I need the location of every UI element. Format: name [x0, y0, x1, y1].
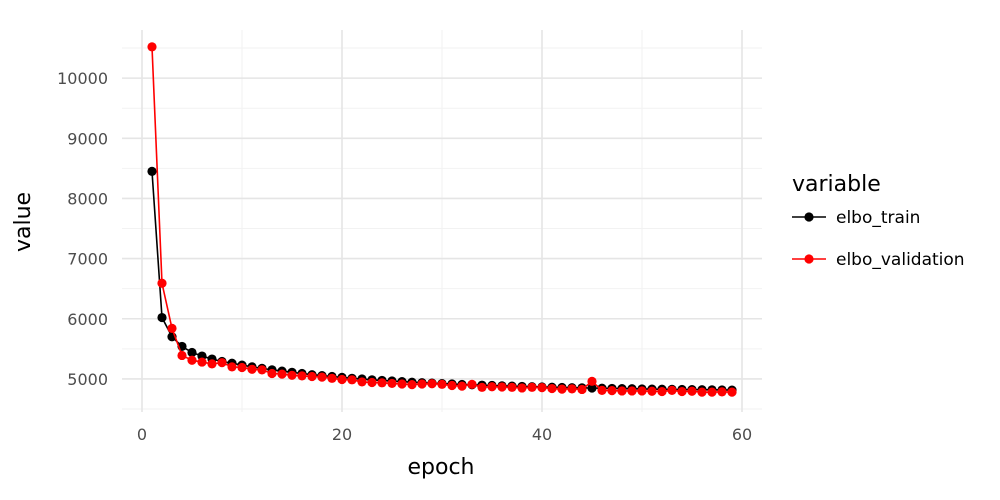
x-axis-title: epoch — [408, 455, 475, 480]
x-axis-tick-labels: 0 20 40 60 — [137, 425, 752, 444]
data-point-elbo-validation — [277, 369, 287, 379]
data-point-elbo-validation — [217, 358, 227, 368]
data-point-elbo-validation — [287, 370, 297, 380]
data-point-elbo-validation — [617, 386, 627, 396]
data-point-elbo-validation — [597, 385, 607, 395]
data-point-elbo-validation — [457, 381, 467, 391]
data-point-elbo-validation — [507, 382, 517, 392]
data-point-elbo-validation — [717, 387, 727, 397]
x-tick-label: 20 — [332, 425, 352, 444]
data-point-elbo-validation — [647, 386, 657, 396]
data-point-elbo-validation — [317, 372, 327, 382]
data-point-elbo-validation — [197, 357, 207, 367]
y-tick-label: 8000 — [67, 189, 108, 208]
legend-key-point-elbo-train — [804, 212, 814, 222]
series-layer — [147, 42, 737, 397]
data-point-elbo-validation — [177, 350, 187, 361]
data-point-elbo-validation — [587, 376, 597, 386]
data-point-elbo-validation — [577, 384, 587, 395]
legend-entry-elbo-validation: elbo_validation — [792, 250, 965, 270]
legend-title: variable — [792, 172, 881, 197]
data-point-elbo-validation — [167, 323, 177, 333]
data-point-elbo-train — [147, 166, 157, 176]
data-point-elbo-validation — [227, 362, 237, 372]
data-point-elbo-validation — [517, 383, 527, 393]
data-point-elbo-validation — [707, 387, 717, 397]
data-point-elbo-validation — [497, 382, 507, 392]
y-tick-label: 10000 — [57, 69, 108, 88]
data-point-elbo-validation — [307, 371, 317, 382]
data-point-elbo-validation — [447, 380, 457, 391]
data-point-elbo-validation — [327, 373, 337, 383]
data-point-elbo-validation — [147, 42, 157, 52]
data-point-elbo-validation — [567, 384, 577, 394]
data-point-elbo-validation — [547, 383, 557, 394]
data-point-elbo-validation — [427, 379, 437, 389]
y-tick-label: 7000 — [67, 250, 108, 269]
data-point-elbo-validation — [487, 382, 497, 392]
data-point-elbo-train — [157, 312, 167, 323]
data-point-elbo-train — [187, 347, 197, 358]
data-point-elbo-validation — [467, 379, 477, 389]
y-tick-label: 5000 — [67, 370, 108, 389]
major-gridlines — [122, 30, 762, 412]
data-point-elbo-validation — [377, 378, 387, 388]
data-point-elbo-validation — [157, 278, 167, 288]
data-point-elbo-validation — [657, 386, 667, 397]
data-point-elbo-validation — [297, 371, 307, 381]
y-axis-title: value — [11, 192, 36, 252]
y-tick-label: 6000 — [67, 310, 108, 329]
data-point-elbo-validation — [697, 387, 707, 397]
data-point-elbo-validation — [367, 377, 377, 388]
minor-gridlines — [122, 30, 762, 412]
data-point-elbo-validation — [357, 377, 367, 387]
legend: variable elbo_train elbo_validation — [792, 172, 965, 270]
data-point-elbo-validation — [267, 368, 277, 379]
data-point-elbo-validation — [687, 386, 697, 396]
data-point-elbo-validation — [727, 387, 737, 397]
data-point-elbo-validation — [677, 386, 687, 397]
data-point-elbo-validation — [207, 359, 217, 369]
data-point-elbo-validation — [397, 379, 407, 389]
data-point-elbo-validation — [237, 362, 247, 373]
data-point-elbo-validation — [607, 386, 617, 396]
legend-label-elbo-train: elbo_train — [836, 208, 920, 228]
x-tick-label: 0 — [137, 425, 147, 444]
data-point-elbo-validation — [417, 379, 427, 389]
legend-label-elbo-validation: elbo_validation — [836, 250, 965, 270]
legend-key-point-elbo-validation — [804, 254, 814, 264]
data-point-elbo-validation — [407, 380, 417, 390]
data-point-elbo-validation — [527, 382, 537, 392]
data-point-elbo-validation — [437, 379, 447, 389]
data-point-elbo-validation — [387, 378, 397, 389]
data-point-elbo-validation — [347, 375, 357, 385]
data-point-elbo-validation — [557, 384, 567, 394]
x-tick-label: 40 — [532, 425, 552, 444]
x-tick-label: 60 — [732, 425, 752, 444]
data-point-elbo-validation — [537, 383, 547, 393]
y-axis-tick-labels: 5000 6000 7000 8000 9000 10000 — [57, 69, 108, 389]
data-point-elbo-validation — [257, 365, 267, 375]
legend-entry-elbo-train: elbo_train — [792, 208, 920, 228]
data-point-elbo-validation — [337, 374, 347, 385]
data-point-elbo-validation — [667, 385, 677, 395]
data-point-elbo-validation — [477, 382, 487, 392]
y-tick-label: 9000 — [67, 129, 108, 148]
data-point-elbo-validation — [247, 364, 257, 374]
data-point-elbo-validation — [637, 386, 647, 396]
data-point-elbo-train — [587, 383, 597, 393]
series-elbo-validation — [147, 42, 737, 397]
data-point-elbo-validation — [187, 355, 197, 365]
data-point-elbo-validation — [627, 386, 637, 396]
